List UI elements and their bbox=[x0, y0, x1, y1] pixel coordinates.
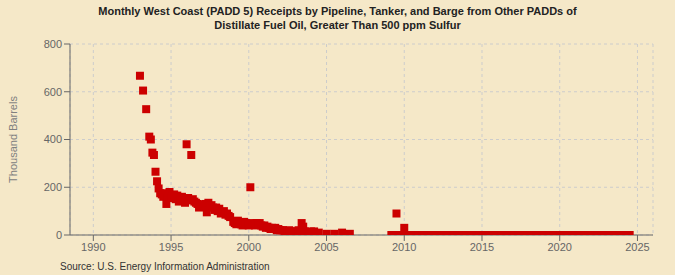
svg-text:2005: 2005 bbox=[314, 241, 338, 253]
svg-text:Thousand Barrels: Thousand Barrels bbox=[8, 96, 19, 183]
svg-text:0: 0 bbox=[56, 229, 62, 241]
html-text:Source: U.S. Energy Informatio: Source: U.S. Energy Information Administ… bbox=[60, 261, 270, 272]
svg-text:2020: 2020 bbox=[547, 241, 571, 253]
html-text:Monthly West Coast (PADD 5) Re: Monthly West Coast (PADD 5) Receipts by … bbox=[98, 5, 577, 17]
svg-text:600: 600 bbox=[44, 86, 62, 98]
svg-text:200: 200 bbox=[44, 181, 62, 193]
svg-text:2025: 2025 bbox=[625, 241, 649, 253]
svg-text:2000: 2000 bbox=[237, 241, 261, 253]
svg-text:400: 400 bbox=[44, 133, 62, 145]
svg-text:2010: 2010 bbox=[392, 241, 416, 253]
svg-text:2015: 2015 bbox=[470, 241, 494, 253]
svg-text:800: 800 bbox=[44, 38, 62, 50]
html-text:Distillate Fuel Oil, Greater T: Distillate Fuel Oil, Greater Than 500 pp… bbox=[214, 19, 461, 31]
svg-text:1990: 1990 bbox=[81, 241, 105, 253]
svg-text:1995: 1995 bbox=[159, 241, 183, 253]
